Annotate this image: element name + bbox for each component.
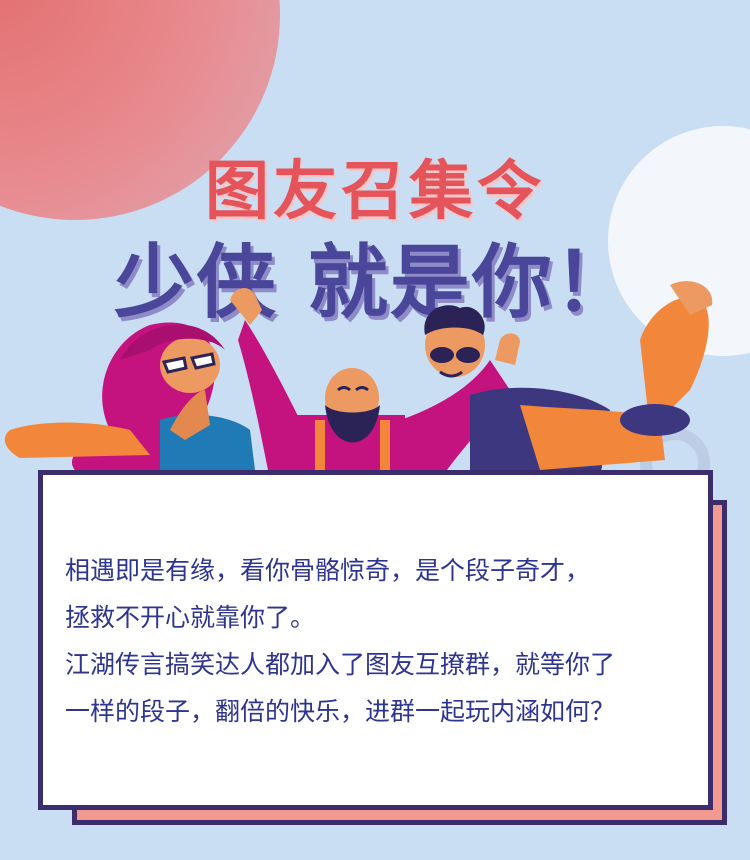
message-line: 江湖传言搞笑达人都加入了图友互撩群，就等你了 xyxy=(65,650,616,679)
woman-figure xyxy=(4,322,255,475)
message-line: 拯救不开心就靠你了。 xyxy=(65,603,316,632)
characters-illustration xyxy=(4,281,713,480)
message-line: 一样的段子，翻倍的快乐，进群一起玩内涵如何？ xyxy=(65,697,616,726)
poster-title: 图友召集令 xyxy=(205,155,545,229)
sunglasses-man-figure xyxy=(424,281,713,480)
message-line: 相遇即是有缘，看你骨骼惊奇，是个段子奇才， xyxy=(65,556,591,585)
poster-subtitle: 少侠 就是你！ xyxy=(114,236,636,329)
message-card: 相遇即是有缘，看你骨骼惊奇，是个段子奇才， 拯救不开心就靠你了。 江湖传言搞笑达… xyxy=(38,470,713,810)
message-text: 相遇即是有缘，看你骨骼惊奇，是个段子奇才， 拯救不开心就靠你了。 江湖传言搞笑达… xyxy=(65,547,698,735)
bearded-man-figure xyxy=(230,288,520,480)
